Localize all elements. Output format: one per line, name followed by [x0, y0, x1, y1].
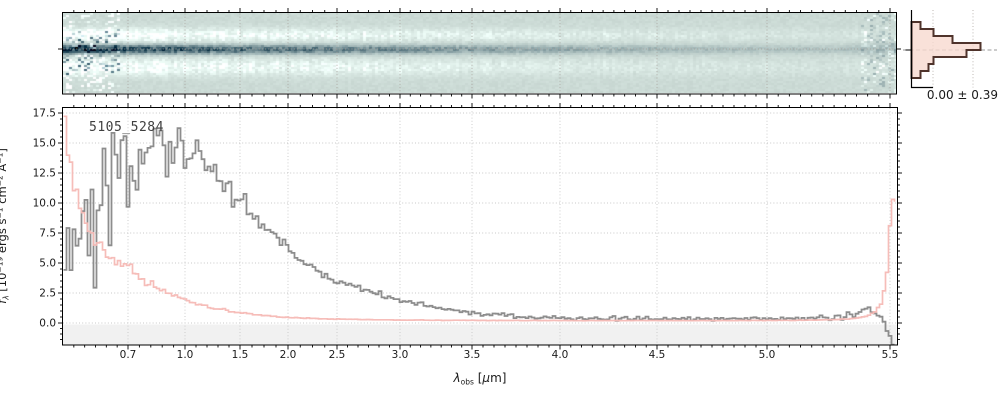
axes-spine: [910, 10, 933, 89]
x-tick-label: 1.0: [177, 349, 194, 361]
axes-spine: [62, 12, 897, 95]
x-axis-label: λobs [μm]: [453, 371, 507, 387]
x-tick-label: 0.7: [120, 349, 137, 361]
x-tick-label: 4.5: [649, 349, 666, 361]
y-tick-label: 12.5: [33, 168, 56, 180]
x-tick-label: 3.5: [464, 349, 481, 361]
x-tick-label: 2.0: [280, 349, 297, 361]
uncertainty-line: [63, 115, 896, 322]
x-tick-label: 1.5: [232, 349, 249, 361]
x-tick-label: 2.5: [329, 349, 346, 361]
histogram-stat-label: 0.00 ± 0.39: [927, 88, 998, 102]
x-tick-label: 4.0: [552, 349, 569, 361]
y-axis-label: fλ [10−19 ergs s−1 cm−2 Å−1]: [0, 148, 11, 304]
x-tick-label: 5.0: [759, 349, 776, 361]
flux-line: [63, 127, 895, 345]
y-tick-label: 7.5: [39, 228, 56, 240]
y-tick-label: 2.5: [39, 288, 56, 300]
y-tick-label: 15.0: [33, 138, 56, 150]
axes-spine: [62, 107, 898, 346]
hist-steps: [910, 21, 982, 79]
y-tick-label: 5.0: [39, 258, 56, 270]
2d-spectrum-canvas: [63, 13, 896, 93]
y-tick-label: 0.0: [39, 318, 56, 330]
spectrum-axes: 0.7 1.0 1.5 2.0 2.5 3.0 3.5 4.0 4.5 5.0 5.5 0.0 2.5 5…: [0, 103, 902, 387]
y-tick-label: 10.0: [33, 198, 56, 210]
x-tick-label: 3.0: [392, 349, 409, 361]
x-tick-label: 5.5: [882, 349, 899, 361]
zero-shade: [63, 324, 897, 345]
source-id-label: 5105_5284: [89, 120, 164, 135]
histogram-axes: [903, 10, 997, 89]
2d-spectrum-axes: [58, 8, 901, 99]
y-tick-label: 17.5: [33, 108, 56, 120]
